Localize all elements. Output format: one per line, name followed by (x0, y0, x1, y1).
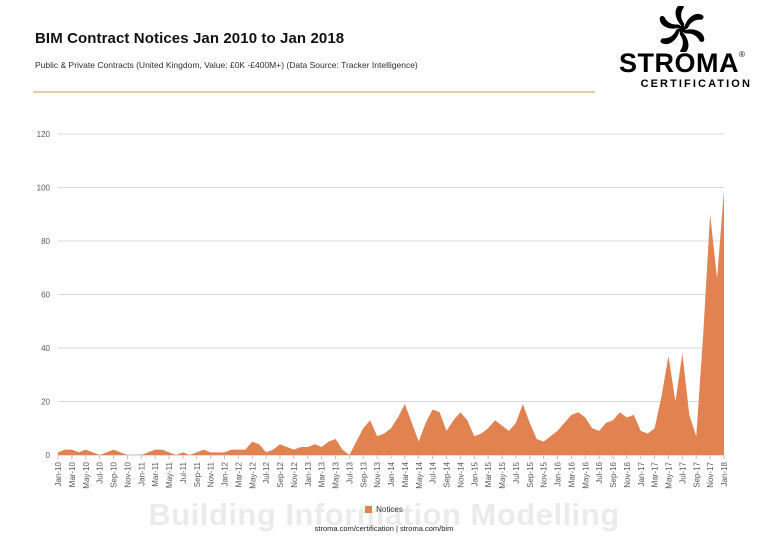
x-axis-tick-label: Mar-14 (401, 461, 410, 487)
x-axis-tick-label: Jan-18 (720, 461, 729, 486)
swirl-blade (684, 13, 704, 30)
x-axis-tick-label: Mar-12 (234, 461, 243, 487)
x-axis-tick-label: Jan-11 (137, 461, 146, 485)
x-axis-tick-label: Jan-12 (221, 461, 230, 486)
x-axis-tick-label: Nov-14 (456, 461, 465, 487)
x-axis-tick-label: Jul-14 (429, 461, 438, 483)
brand-row: STROMA® (619, 50, 745, 77)
x-axis-tick-label: Mar-11 (151, 461, 160, 486)
x-axis-tick-label: Mar-16 (567, 461, 576, 487)
x-axis-tick-label: Jan-15 (470, 461, 479, 486)
x-axis-tick-label: Nov-12 (290, 461, 299, 487)
x-axis-tick-label: May-12 (248, 461, 257, 488)
footer-links: stroma.com/certification | stroma.com/bi… (314, 524, 454, 533)
x-axis-tick-label: May-11 (165, 461, 174, 488)
x-axis-tick-label: Jan-16 (554, 461, 563, 486)
x-axis-tick-label: Sep-12 (276, 461, 285, 487)
x-axis-tick-label: Jul-17 (678, 461, 687, 483)
swirl-blade (683, 29, 705, 42)
x-axis-tick-label: May-10 (82, 461, 91, 488)
chart-header: BIM Contract Notices Jan 2010 to Jan 201… (35, 30, 418, 70)
y-axis-tick-label: 80 (41, 237, 50, 246)
y-axis-tick-label: 20 (41, 398, 50, 407)
y-axis-tick-label: 120 (37, 130, 51, 139)
x-axis-tick-label: Nov-10 (123, 461, 132, 487)
y-axis-tick-label: 60 (41, 291, 50, 300)
x-axis-tick-label: May-13 (332, 461, 341, 488)
watermark-text: Building Information Modelling (148, 497, 620, 532)
header-divider (33, 91, 595, 93)
brand-name: STROMA (619, 48, 740, 78)
swirl-blade (659, 16, 681, 29)
brand-tagline: CERTIFICATION (640, 78, 752, 90)
y-axis-tick-label: 40 (41, 344, 50, 353)
x-axis-tick-label: May-14 (415, 461, 424, 488)
swirl-blade (660, 28, 680, 45)
stroma-logo: STROMA® CERTIFICATION (607, 6, 757, 90)
x-axis-tick-label: Nov-15 (540, 461, 549, 487)
page-title: BIM Contract Notices Jan 2010 to Jan 201… (35, 30, 345, 47)
x-axis-tick-label: May-17 (665, 461, 674, 488)
swirl-blade (679, 31, 689, 52)
x-axis-tick-label: Mar-17 (651, 461, 660, 487)
legend-label-notices: Notices (376, 505, 403, 514)
x-axis-tick-label: Sep-13 (359, 461, 368, 487)
x-axis-tick-label: Jul-11 (179, 461, 188, 483)
x-axis-tick-label: Jul-10 (96, 461, 105, 483)
x-axis-tick-label: Sep-16 (609, 461, 618, 487)
x-axis-tick-label: May-16 (581, 461, 590, 488)
x-axis-tick-label: Mar-10 (68, 461, 77, 487)
x-axis-tick-label: Jan-14 (387, 461, 396, 486)
notices-area-series (58, 190, 724, 455)
swirl-blade (675, 6, 685, 27)
y-axis-tick-label: 100 (37, 184, 51, 193)
x-axis-tick-label: Jul-13 (345, 461, 354, 483)
x-axis-tick-label: Jan-10 (54, 461, 63, 486)
x-axis-tick-label: Nov-17 (706, 461, 715, 487)
x-axis-tick-label: Jul-16 (595, 461, 604, 483)
x-axis-tick-label: Nov-16 (623, 461, 632, 487)
chart-legend: Notices (0, 505, 768, 514)
legend-swatch-notices (365, 506, 373, 513)
x-axis-tick-label: Sep-17 (692, 461, 701, 487)
swirl-icon (659, 6, 705, 52)
x-axis-tick-label: Mar-15 (484, 461, 493, 487)
x-axis-tick-label: Nov-11 (207, 461, 216, 487)
x-axis-tick-label: Jul-15 (512, 461, 521, 483)
x-axis-tick-label: Sep-11 (193, 461, 202, 487)
chart-subtitle: Public & Private Contracts (United Kingd… (35, 60, 418, 70)
x-axis-tick-label: Sep-14 (443, 461, 452, 487)
x-axis-tick-label: Jan-13 (304, 461, 313, 486)
x-axis-tick-label: Jul-12 (262, 461, 271, 483)
x-axis-tick-label: Sep-10 (110, 461, 119, 487)
x-axis-tick-label: Jan-17 (637, 461, 646, 486)
x-axis-tick-label: Sep-15 (526, 461, 535, 487)
x-axis-tick-label: May-15 (498, 461, 507, 488)
x-axis-tick-label: Mar-13 (318, 461, 327, 487)
y-axis-tick-label: 0 (46, 451, 51, 460)
registered-mark: ® (739, 50, 745, 59)
x-axis-tick-label: Nov-13 (373, 461, 382, 487)
